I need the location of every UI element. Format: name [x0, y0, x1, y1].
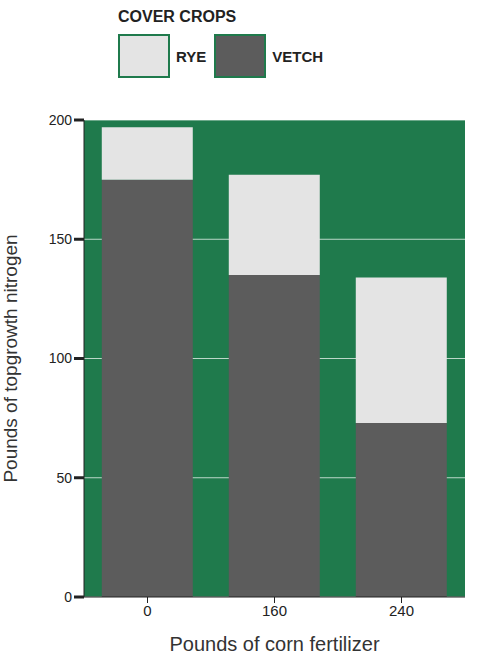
svg-text:0: 0: [64, 589, 72, 605]
svg-text:Pounds of topgrowth nitrogen: Pounds of topgrowth nitrogen: [0, 234, 21, 482]
svg-text:50: 50: [56, 470, 72, 486]
svg-text:100: 100: [49, 350, 73, 366]
svg-text:150: 150: [49, 231, 73, 247]
svg-text:0: 0: [143, 602, 151, 619]
svg-text:240: 240: [389, 602, 414, 619]
svg-text:Pounds of corn fertilizer: Pounds of corn fertilizer: [169, 633, 379, 655]
html-text:VETCH: VETCH: [272, 47, 324, 65]
html-text:COVER CROPS: COVER CROPS: [118, 8, 237, 25]
svg-text:160: 160: [262, 602, 287, 619]
svg-text:200: 200: [49, 112, 73, 128]
html-text:RYE: RYE: [176, 47, 207, 65]
